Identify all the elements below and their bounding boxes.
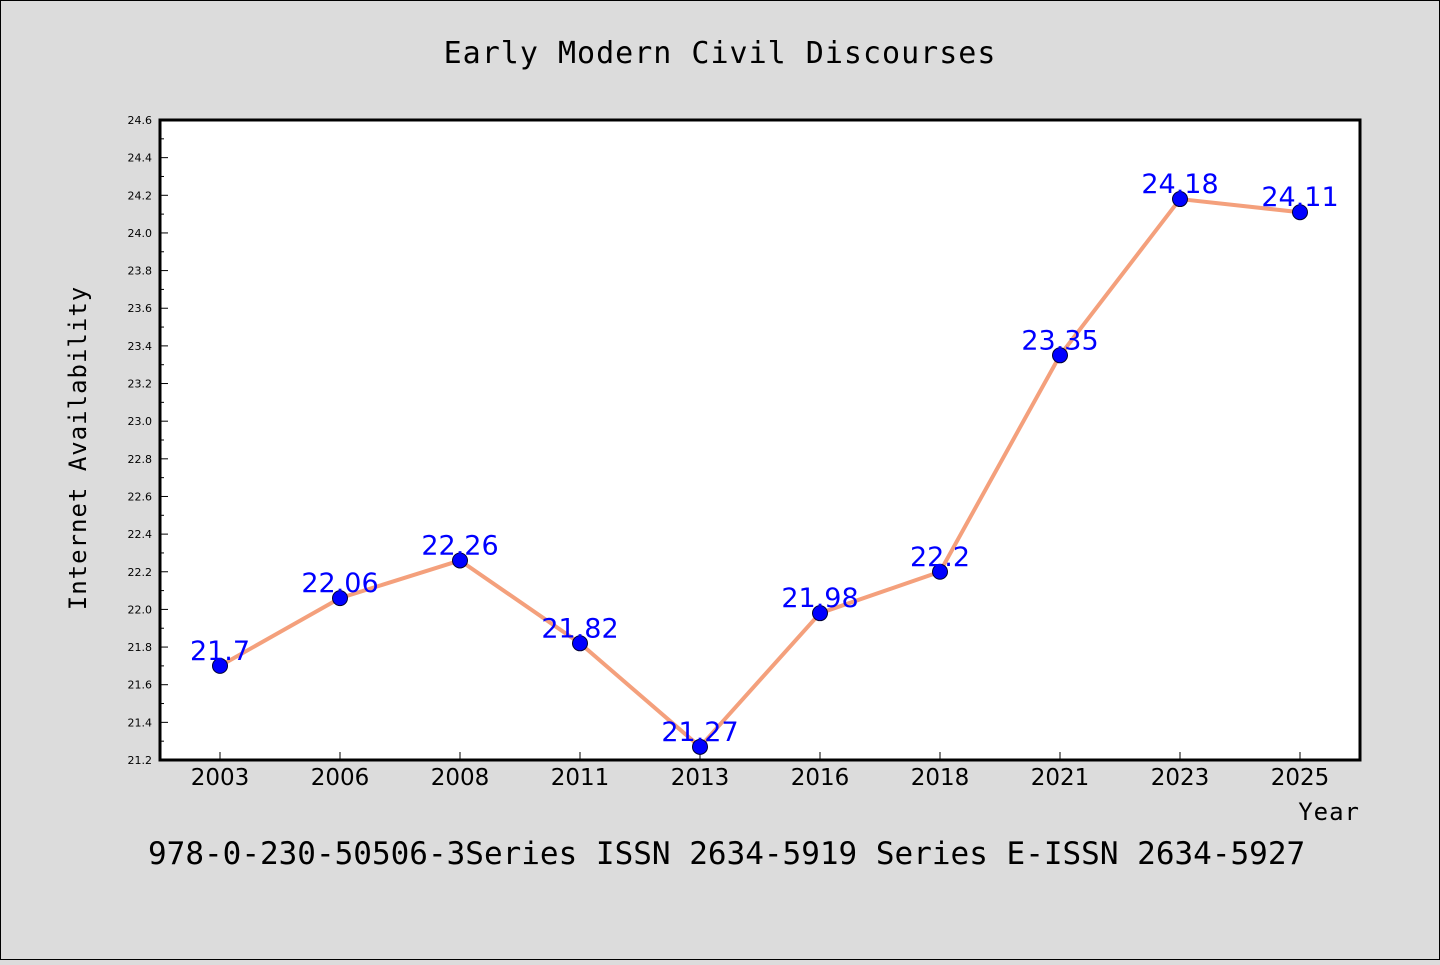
y-tick-label: 24.4 <box>128 152 153 165</box>
data-point-marker <box>572 635 588 652</box>
y-tick-label: 23.8 <box>128 265 153 278</box>
data-label: 24.18 <box>1141 169 1218 200</box>
x-axis: 2003 2006 2008 2011 2013 2016 2018 2021 2023 2025 <box>191 752 1330 791</box>
chart-title: Early Modern Civil Discourses <box>444 36 997 71</box>
y-tick-label: 24.2 <box>128 189 153 202</box>
y-tick-label: 22.8 <box>128 453 153 466</box>
y-tick-label: 21.8 <box>128 641 153 654</box>
y-tick-label: 22.6 <box>128 490 153 503</box>
y-tick-label: 23.4 <box>128 340 153 353</box>
x-axis-label: Year <box>1298 798 1360 826</box>
footer-isbn-issn: 978-0-230-50506-3Series ISSN 2634-5919 S… <box>148 836 1305 872</box>
data-point-marker <box>212 657 228 674</box>
data-label: 23.35 <box>1021 325 1098 356</box>
y-tick-label: 22.2 <box>128 566 153 579</box>
data-point-marker <box>692 738 708 755</box>
data-label: 21.82 <box>541 613 618 644</box>
x-tick-label: 2018 <box>911 765 970 791</box>
data-point-marker <box>452 552 468 569</box>
plot-area <box>158 118 1362 762</box>
x-tick-label: 2013 <box>671 765 730 791</box>
data-point-marker <box>1292 204 1308 221</box>
x-tick-label: 2006 <box>311 765 370 791</box>
data-label: 22.06 <box>301 568 378 599</box>
data-labels-group: 21.7 22.06 22.26 21.82 21.27 21.98 22.2 23.35 24… <box>190 169 1339 748</box>
y-tick-label: 24.6 <box>128 114 153 127</box>
y-tick-label: 21.6 <box>128 679 153 692</box>
data-point-marker <box>932 563 948 580</box>
series-group <box>212 191 1308 755</box>
data-label: 22.26 <box>421 530 498 561</box>
data-label: 22.2 <box>910 542 970 573</box>
y-tick-label: 24.0 <box>128 227 153 240</box>
y-tick-label: 22.0 <box>128 603 153 616</box>
data-point-marker <box>1052 347 1068 364</box>
y-tick-label: 23.6 <box>128 302 153 315</box>
y-axis-label: Internet Availability <box>64 286 92 610</box>
data-point-marker <box>812 605 828 622</box>
x-tick-label: 2003 <box>191 765 250 791</box>
x-tick-label: 2008 <box>431 765 490 791</box>
data-label: 24.11 <box>1261 182 1338 213</box>
data-label: 21.98 <box>781 583 858 614</box>
data-point-marker <box>332 590 348 607</box>
x-tick-label: 2011 <box>551 765 610 791</box>
data-point-marker <box>1172 191 1188 208</box>
y-tick-label: 21.2 <box>128 754 153 767</box>
y-tick-label: 23.2 <box>128 378 153 391</box>
y-tick-label: 22.4 <box>128 528 153 541</box>
x-tick-label: 2025 <box>1271 765 1330 791</box>
y-tick-label: 21.4 <box>128 716 153 729</box>
x-tick-label: 2023 <box>1151 765 1210 791</box>
y-tick-label: 23.0 <box>128 415 153 428</box>
data-label: 21.7 <box>190 636 250 667</box>
x-tick-label: 2016 <box>791 765 850 791</box>
y-axis: 21.2 21.4 21.6 21.8 22.0 22.2 22.4 22.6 22.8 23.0… <box>128 114 168 767</box>
data-label: 21.27 <box>661 717 738 748</box>
series-line <box>219 197 1301 749</box>
x-tick-label: 2021 <box>1031 765 1090 791</box>
